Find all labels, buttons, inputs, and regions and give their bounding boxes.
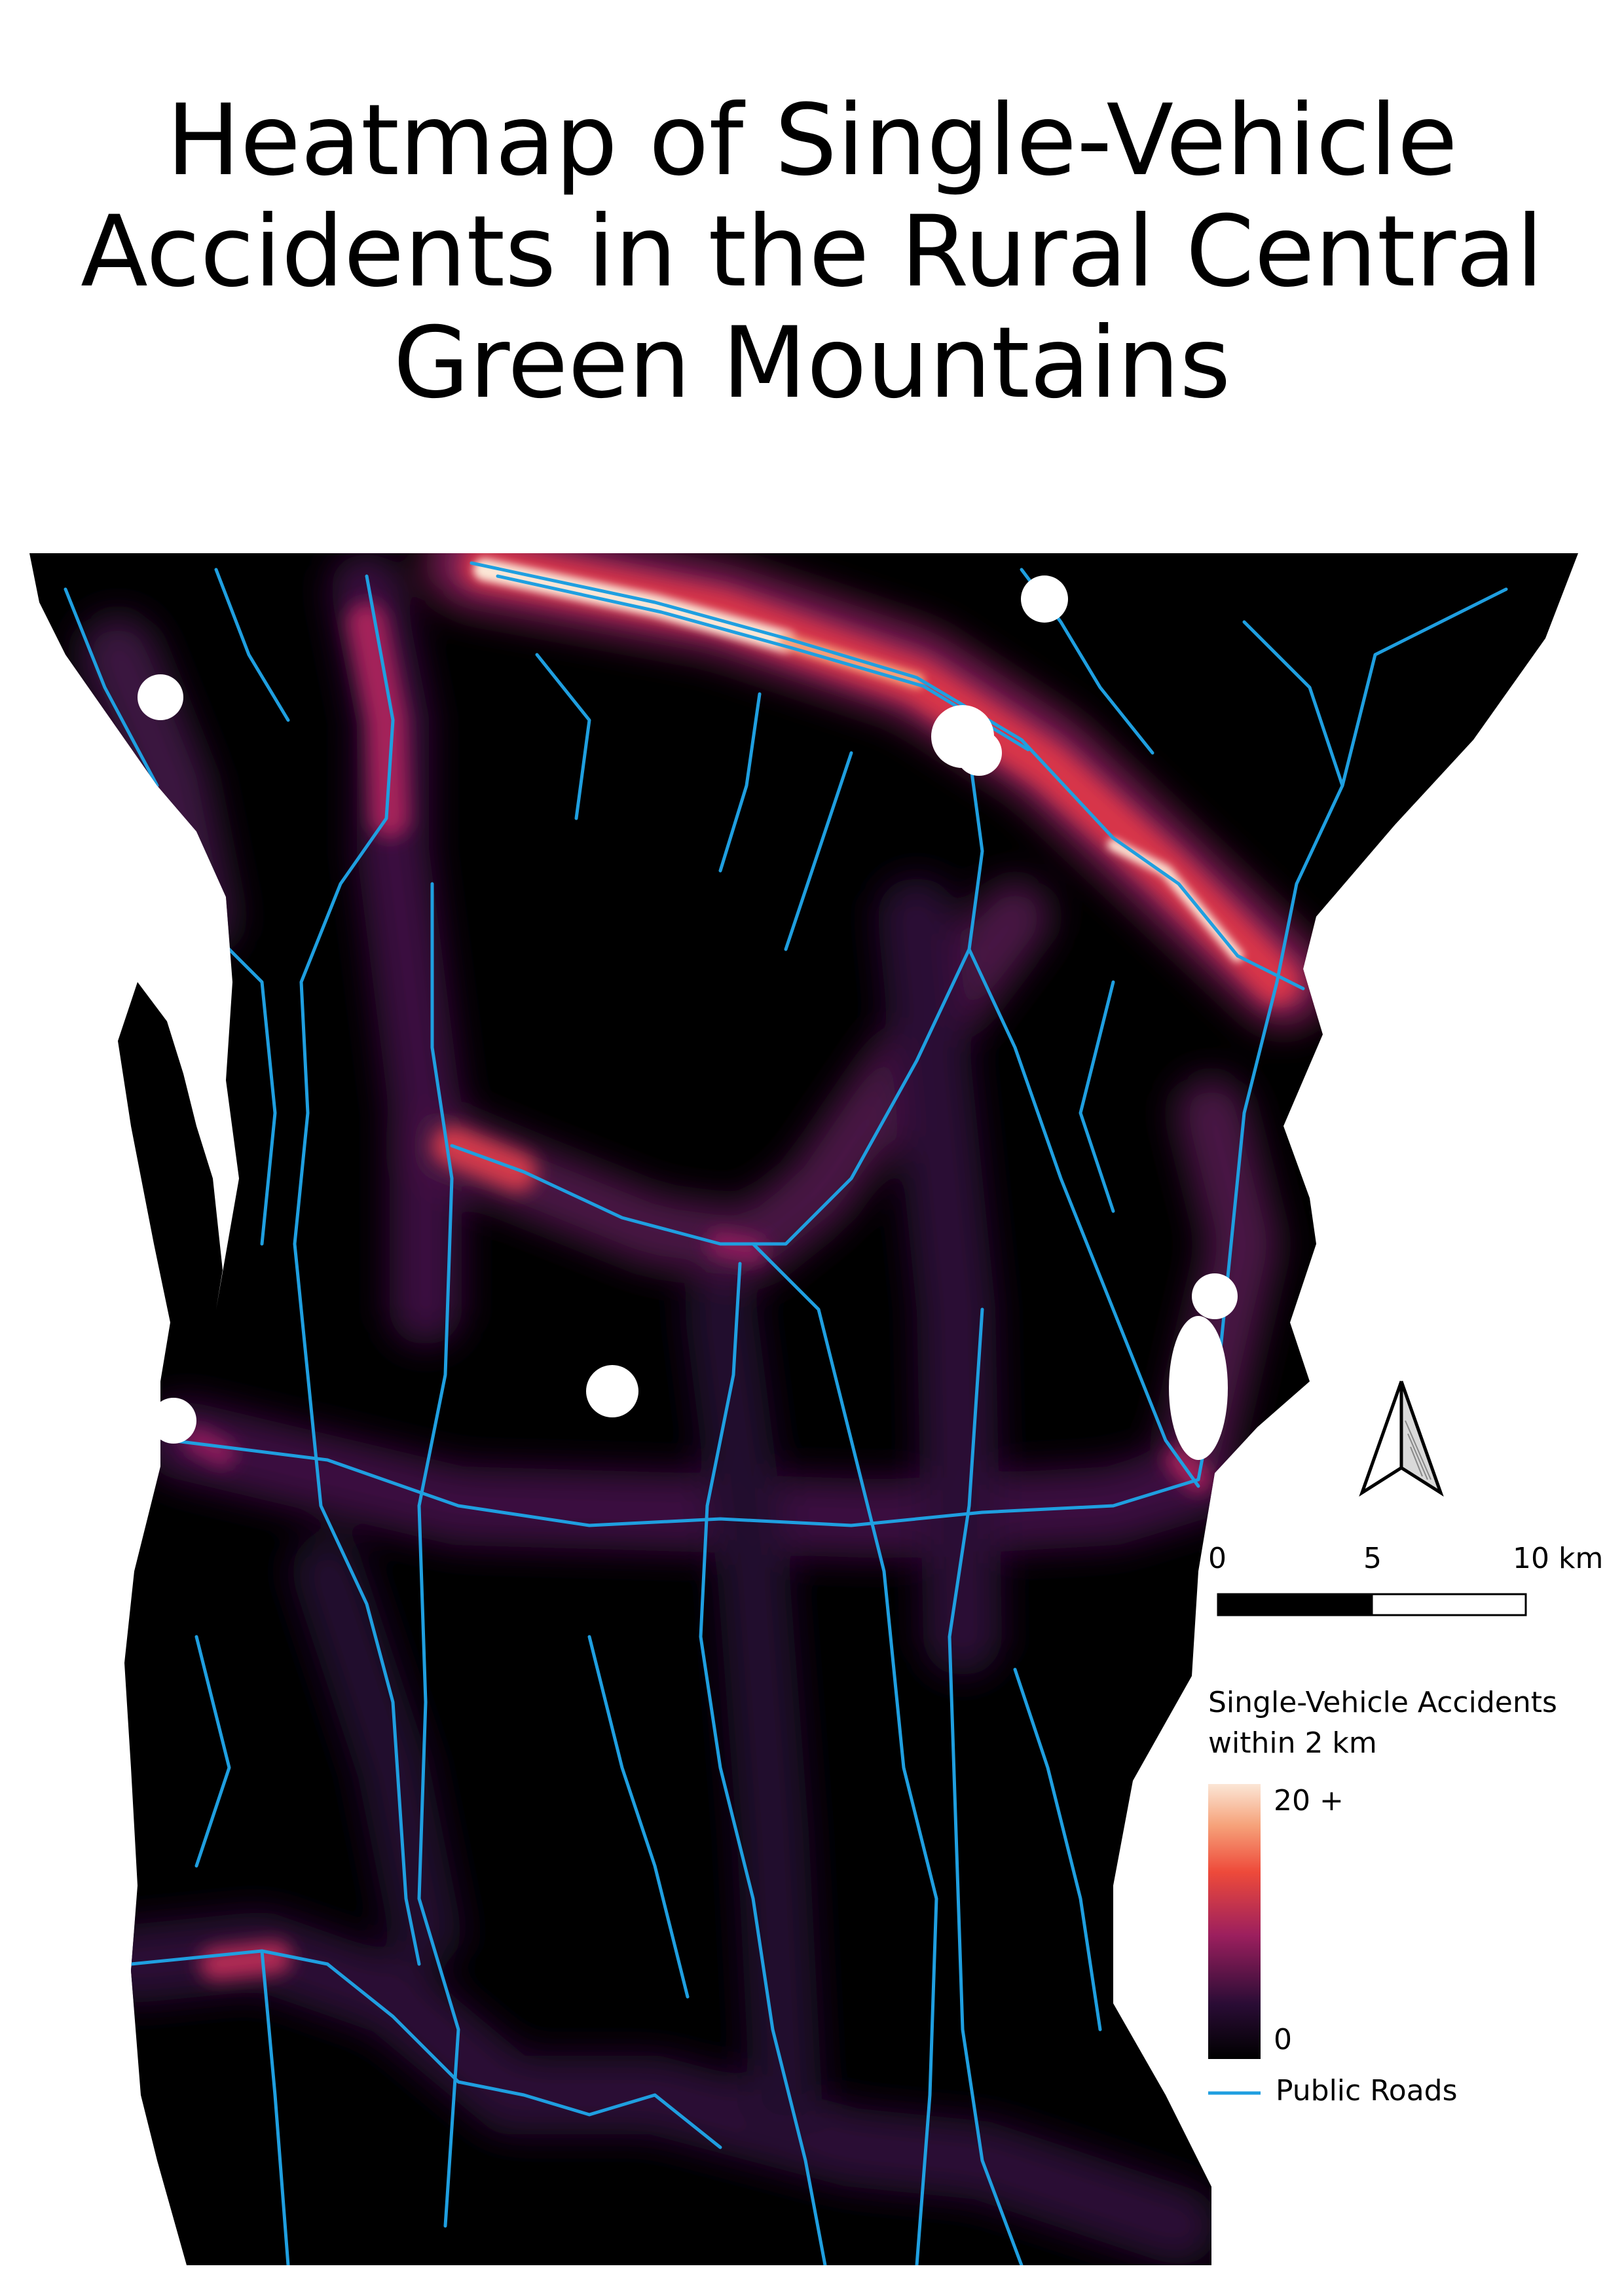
legend-title-line-1: Single-Vehicle Accidents bbox=[1208, 1686, 1557, 1719]
map-title: Heatmap of Single-Vehicle Accidents in t… bbox=[0, 85, 1624, 419]
legend-max-label: 20 + bbox=[1274, 1784, 1344, 1817]
scale-bar bbox=[1217, 1593, 1527, 1616]
legend-min-label: 0 bbox=[1274, 2023, 1292, 2056]
scale-label-5: 5 bbox=[1363, 1542, 1382, 1575]
map-title-line-1: Heatmap of Single-Vehicle bbox=[166, 84, 1458, 198]
legend-roads-label: Public Roads bbox=[1276, 2074, 1458, 2107]
scale-label-0: 0 bbox=[1208, 1542, 1227, 1575]
scale-label-10: 10 km bbox=[1513, 1542, 1604, 1575]
map-title-line-3: Green Mountains bbox=[393, 306, 1231, 420]
legend-color-ramp bbox=[1208, 1784, 1261, 2059]
excluded-towns bbox=[138, 575, 1238, 1460]
legend-title: Single-Vehicle Accidents within 2 km bbox=[1208, 1683, 1557, 1764]
north-arrow-icon bbox=[1359, 1381, 1444, 1497]
legend-title-line-2: within 2 km bbox=[1208, 1726, 1377, 1760]
map-title-line-2: Accidents in the Rural Central bbox=[81, 195, 1543, 309]
roads-layer bbox=[64, 561, 1508, 2265]
